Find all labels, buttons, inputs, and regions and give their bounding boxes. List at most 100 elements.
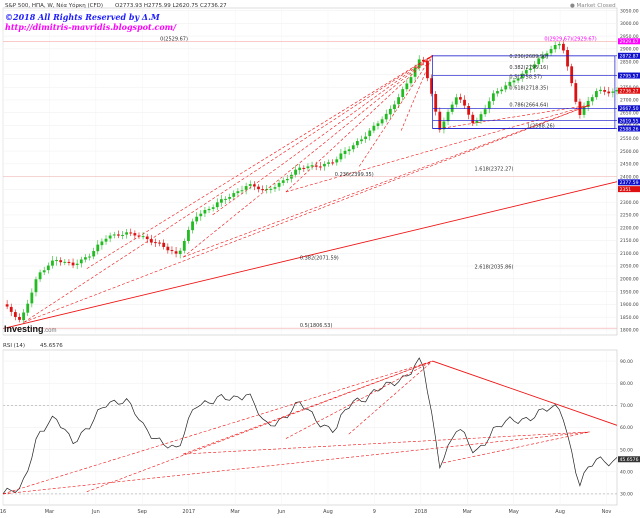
candle-body [88, 256, 91, 258]
candle-body [557, 43, 561, 46]
candle-body [79, 259, 83, 264]
candle-body [582, 106, 586, 115]
price-tick-label: 1900.00 [620, 302, 639, 308]
candle-body [323, 163, 326, 167]
candle-body [215, 202, 219, 208]
candle-body [18, 316, 21, 320]
candle-body [92, 251, 96, 257]
candle-body [121, 234, 124, 236]
fib-label: 0.382(2795.16) [509, 65, 548, 71]
candle-body [46, 265, 50, 271]
price-marker [618, 72, 640, 79]
price-tick-label: 2500.00 [620, 149, 639, 155]
candle-body [306, 166, 310, 169]
candle-body [236, 191, 240, 194]
candle-body [34, 279, 38, 293]
price-plot-frame [2, 7, 618, 336]
price-marker-label: 2929.67 [620, 39, 639, 45]
candle-body [343, 150, 347, 154]
rsi-fan-line [285, 360, 433, 439]
candle-body [294, 169, 297, 175]
candle-body [380, 119, 384, 124]
rsi-marker [618, 456, 640, 463]
price-tick-label: 2250.00 [620, 213, 639, 219]
candle-body [51, 260, 54, 266]
candle-body [327, 162, 330, 164]
candle-body [174, 251, 178, 254]
candle-body [38, 272, 42, 280]
candle-body [393, 104, 396, 110]
candle-body [401, 89, 405, 97]
candle-body [125, 232, 129, 235]
candle-body [63, 261, 67, 263]
fib-label: 0.5(1806.53) [300, 323, 333, 329]
rsi-tick-label: 60.00 [620, 425, 633, 431]
fan-line-to-top [212, 55, 433, 216]
candle-body [75, 263, 79, 265]
x-tick-label: Nov [602, 509, 612, 515]
fib-label: 0.382(2071.59) [300, 256, 339, 262]
watermark-url: http://dimitris-mavridis.blogspot.com/ [5, 22, 177, 32]
candle-body [475, 120, 479, 123]
fib-label: 0.236(2399.35) [335, 172, 374, 178]
candle-body [516, 78, 520, 81]
rsi-tick-label: 30.00 [620, 492, 633, 498]
price-tick-label: 3050.00 [620, 8, 639, 14]
candle-body [310, 165, 314, 167]
price-marker-label: 2351 [620, 187, 632, 193]
candle-body [388, 108, 392, 115]
price-marker [618, 87, 640, 94]
candle-body [166, 246, 170, 251]
rsi-marker-label: 45.6576 [620, 457, 639, 463]
x-tick-label: Mar [45, 509, 55, 515]
candle-body [384, 113, 388, 120]
candle-body [298, 167, 302, 171]
candle-body [104, 238, 108, 242]
x-tick-label: 9 [373, 509, 376, 515]
candle-body [364, 136, 368, 140]
candle-body [108, 235, 112, 239]
candle-body [487, 101, 491, 109]
candle-body [281, 180, 285, 183]
candle-body [199, 213, 203, 217]
candle-body [211, 207, 215, 209]
candle-body [541, 55, 545, 59]
candle-body [314, 165, 318, 167]
candle-body [170, 250, 174, 252]
candle-body [479, 114, 483, 121]
candle-body [228, 197, 232, 199]
price-tick-label: 2950.00 [620, 34, 639, 40]
candle-body [413, 67, 417, 77]
fib-label: 0.618(2718.35) [509, 85, 548, 91]
candle-body [529, 68, 532, 71]
price-tick-label: 2000.00 [620, 276, 639, 282]
fan-line-to-top [358, 55, 433, 167]
candle-body [141, 236, 145, 238]
candle-body [335, 159, 339, 163]
rsi-tick-label: 50.00 [620, 447, 633, 453]
fib-label: 0.236(2689.50) [509, 54, 548, 60]
price-marker [618, 125, 640, 132]
candle-body [355, 141, 359, 146]
candle-body [459, 97, 462, 100]
candle-body [549, 49, 553, 54]
candle-body [133, 233, 137, 236]
candle-body [409, 77, 413, 84]
price-tick-label: 2650.00 [620, 110, 639, 116]
candle-body [248, 184, 252, 186]
rsi-fan-line [183, 360, 433, 455]
candle-body [277, 182, 281, 187]
candle-body [84, 257, 87, 260]
candle-body [537, 58, 541, 65]
price-tick-label: 2550.00 [620, 136, 639, 142]
fib-label: 0.786(2664.64) [509, 103, 548, 109]
candle-body [5, 304, 9, 307]
fan-line-to-top [23, 55, 433, 323]
candle-body [59, 260, 63, 263]
candle-body [273, 187, 277, 189]
candle-body [508, 81, 512, 86]
price-marker-label: 2377.59 [620, 180, 639, 186]
candle-body [430, 78, 433, 94]
price-tick-label: 2900.00 [620, 47, 639, 53]
